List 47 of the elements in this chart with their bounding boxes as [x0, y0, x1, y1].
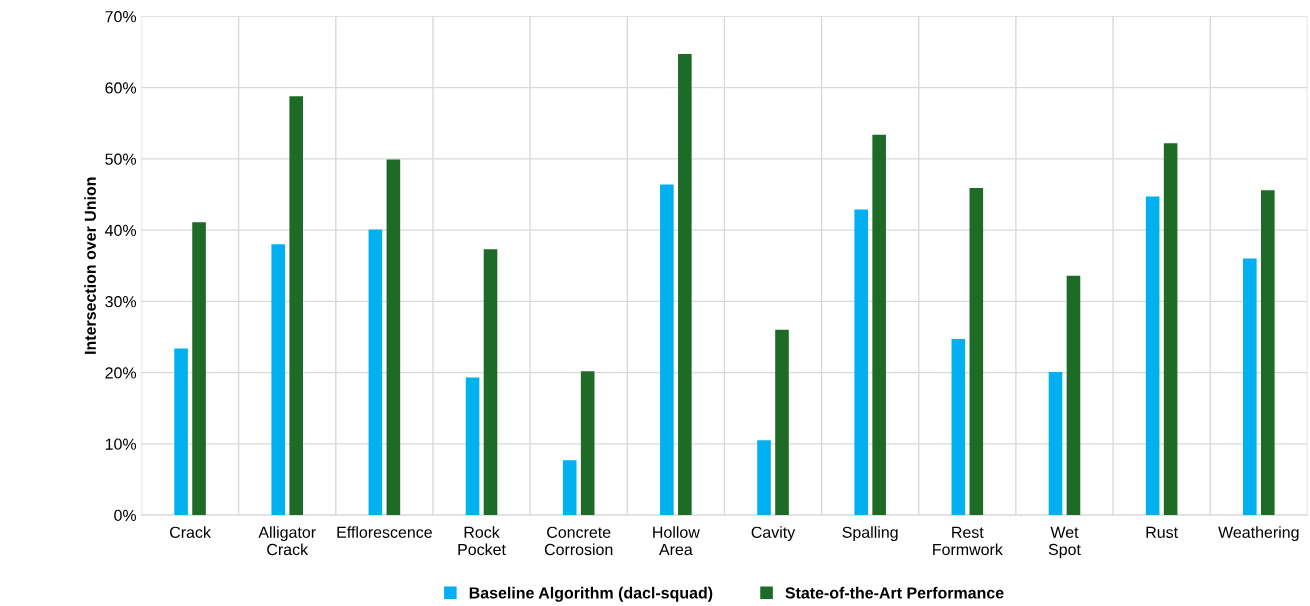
bar: [192, 222, 206, 516]
bar: [174, 348, 188, 516]
bar: [1145, 196, 1160, 516]
bar: [969, 188, 984, 516]
bar: [757, 440, 771, 516]
y-tick-label: 60%: [105, 82, 137, 94]
bar: [580, 371, 595, 516]
y-axis-title: Intersection over Union: [84, 177, 96, 354]
x-tick-label: Spalling: [842, 526, 898, 542]
x-tick-label: Weathering: [1218, 526, 1299, 542]
legend-label: State-of-the-Art Performance: [785, 586, 1004, 599]
bar: [660, 184, 674, 516]
bar: [854, 209, 868, 516]
bar: [386, 159, 401, 516]
y-tick-label: 30%: [105, 295, 137, 308]
x-tick-label: Rest Formwork: [933, 526, 1003, 556]
legend-label: Baseline Algorithm (dacl-squad): [469, 586, 713, 602]
bar: [775, 329, 789, 516]
bar: [368, 229, 383, 516]
bar: [1260, 190, 1275, 516]
y-tick-label: 40%: [105, 224, 137, 237]
x-tick-label: Crack: [170, 526, 211, 538]
bar: [271, 244, 286, 516]
bar: [289, 96, 304, 516]
bar: [1048, 371, 1063, 516]
x-tick-label: Cavity: [751, 526, 796, 542]
x-tick-label: Concrete Corrosion: [544, 526, 613, 556]
bar: [1163, 143, 1178, 516]
bar: [1243, 258, 1257, 516]
y-tick-label: 0%: [114, 509, 137, 522]
bar: [1066, 275, 1081, 516]
bar: [872, 134, 886, 516]
x-tick-label: Efflorescence: [337, 526, 432, 538]
y-tick-label: 20%: [105, 367, 137, 379]
y-tick-label: 70%: [105, 11, 137, 23]
x-tick-label: Wet Spot: [1048, 526, 1081, 559]
x-tick-label: Hollow Area: [653, 526, 700, 556]
y-tick-label: 10%: [105, 438, 137, 450]
x-tick-label: Rust: [1146, 526, 1178, 538]
y-tick-label: 50%: [105, 153, 137, 165]
x-tick-label: Alligator Crack: [258, 526, 316, 556]
bar: [562, 460, 577, 516]
bar: [465, 377, 480, 516]
x-tick-label: Rock Pocket: [458, 526, 506, 556]
bar: [483, 249, 498, 516]
bar: [951, 339, 966, 516]
bar: [678, 54, 692, 516]
